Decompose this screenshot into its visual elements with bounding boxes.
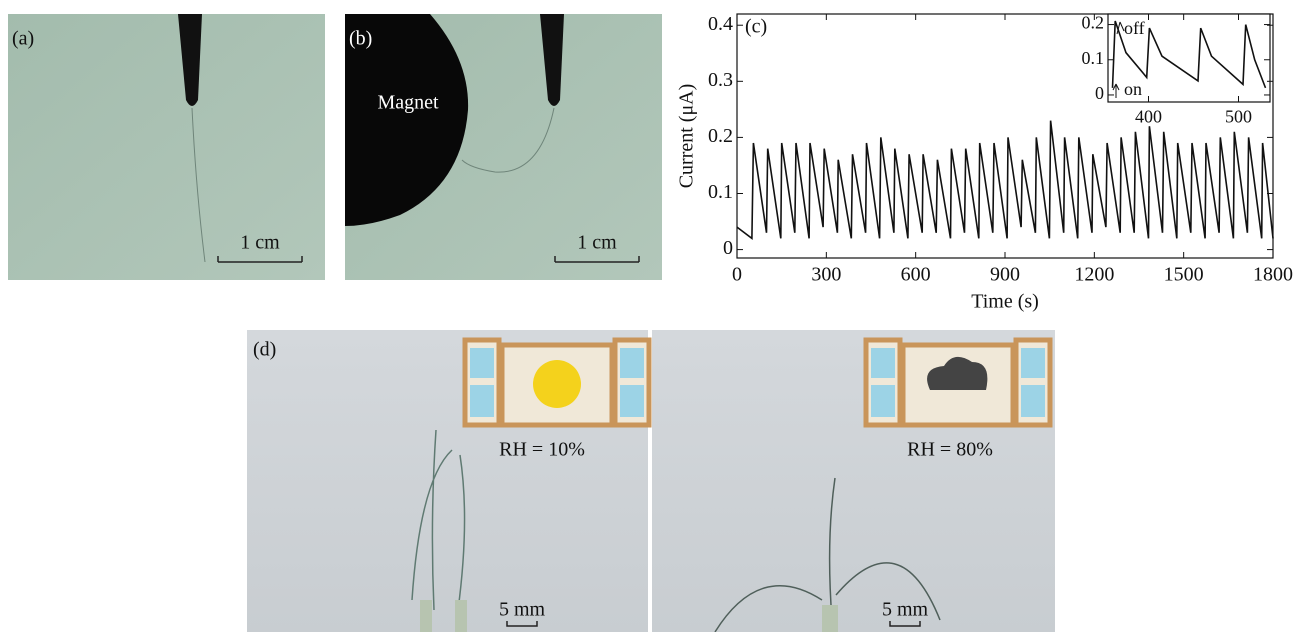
panel-label: (c) (745, 16, 767, 38)
rh-label: RH = 80% (907, 439, 993, 461)
x-tick-label: 500 (1225, 106, 1252, 126)
y-axis-label: Current (μA) (676, 84, 698, 189)
annotation: off (1124, 18, 1145, 38)
y-tick-label: 0 (723, 237, 733, 259)
scale-bar-label: 1 cm (577, 232, 617, 254)
panel-label: (d) (253, 339, 276, 361)
x-tick-label: 600 (901, 264, 931, 286)
y-tick-label: 0.2 (708, 125, 733, 147)
x-tick-label: 400 (1135, 106, 1162, 126)
scale-bar-label: 5 mm (882, 599, 929, 621)
panel-label: (a) (12, 28, 34, 50)
scale-bar-label: 1 cm (240, 232, 280, 254)
y-tick-label: 0.1 (708, 181, 733, 203)
x-tick-label: 300 (811, 264, 841, 286)
data-line (737, 121, 1273, 239)
x-tick-label: 1500 (1164, 264, 1204, 286)
photo-a: (a) 1 cm (8, 14, 325, 280)
x-tick-label: 1200 (1074, 264, 1114, 286)
y-tick-label: 0.4 (708, 13, 733, 35)
x-tick-label: 900 (990, 264, 1020, 286)
y-tick-label: 0.3 (708, 69, 733, 91)
x-tick-label: 1800 (1253, 264, 1293, 286)
panel-label: (b) (349, 28, 372, 50)
y-tick-label: 0.2 (1082, 13, 1105, 33)
annotation: on (1124, 79, 1142, 99)
figure: (a) 1 cm (b) Magnet 1 cm (c) Time (s) Cu… (0, 0, 1301, 632)
magnet-label: Magnet (377, 92, 439, 114)
x-tick-label: 0 (732, 264, 742, 286)
scale-bar-label: 5 mm (499, 599, 546, 621)
chart: (c) Time (s) Current (μA) 0 300 600 900 1200… (676, 13, 1293, 313)
y-tick-label: 0 (1095, 83, 1104, 103)
x-axis-label: Time (s) (971, 291, 1039, 313)
rh-label: RH = 10% (499, 439, 585, 461)
y-tick-label: 0.1 (1082, 48, 1105, 68)
photo-d: (d) RH = 10% RH = 80% 5 mm 5 mm (247, 330, 1055, 632)
photo-b: (b) Magnet 1 cm (345, 14, 662, 280)
